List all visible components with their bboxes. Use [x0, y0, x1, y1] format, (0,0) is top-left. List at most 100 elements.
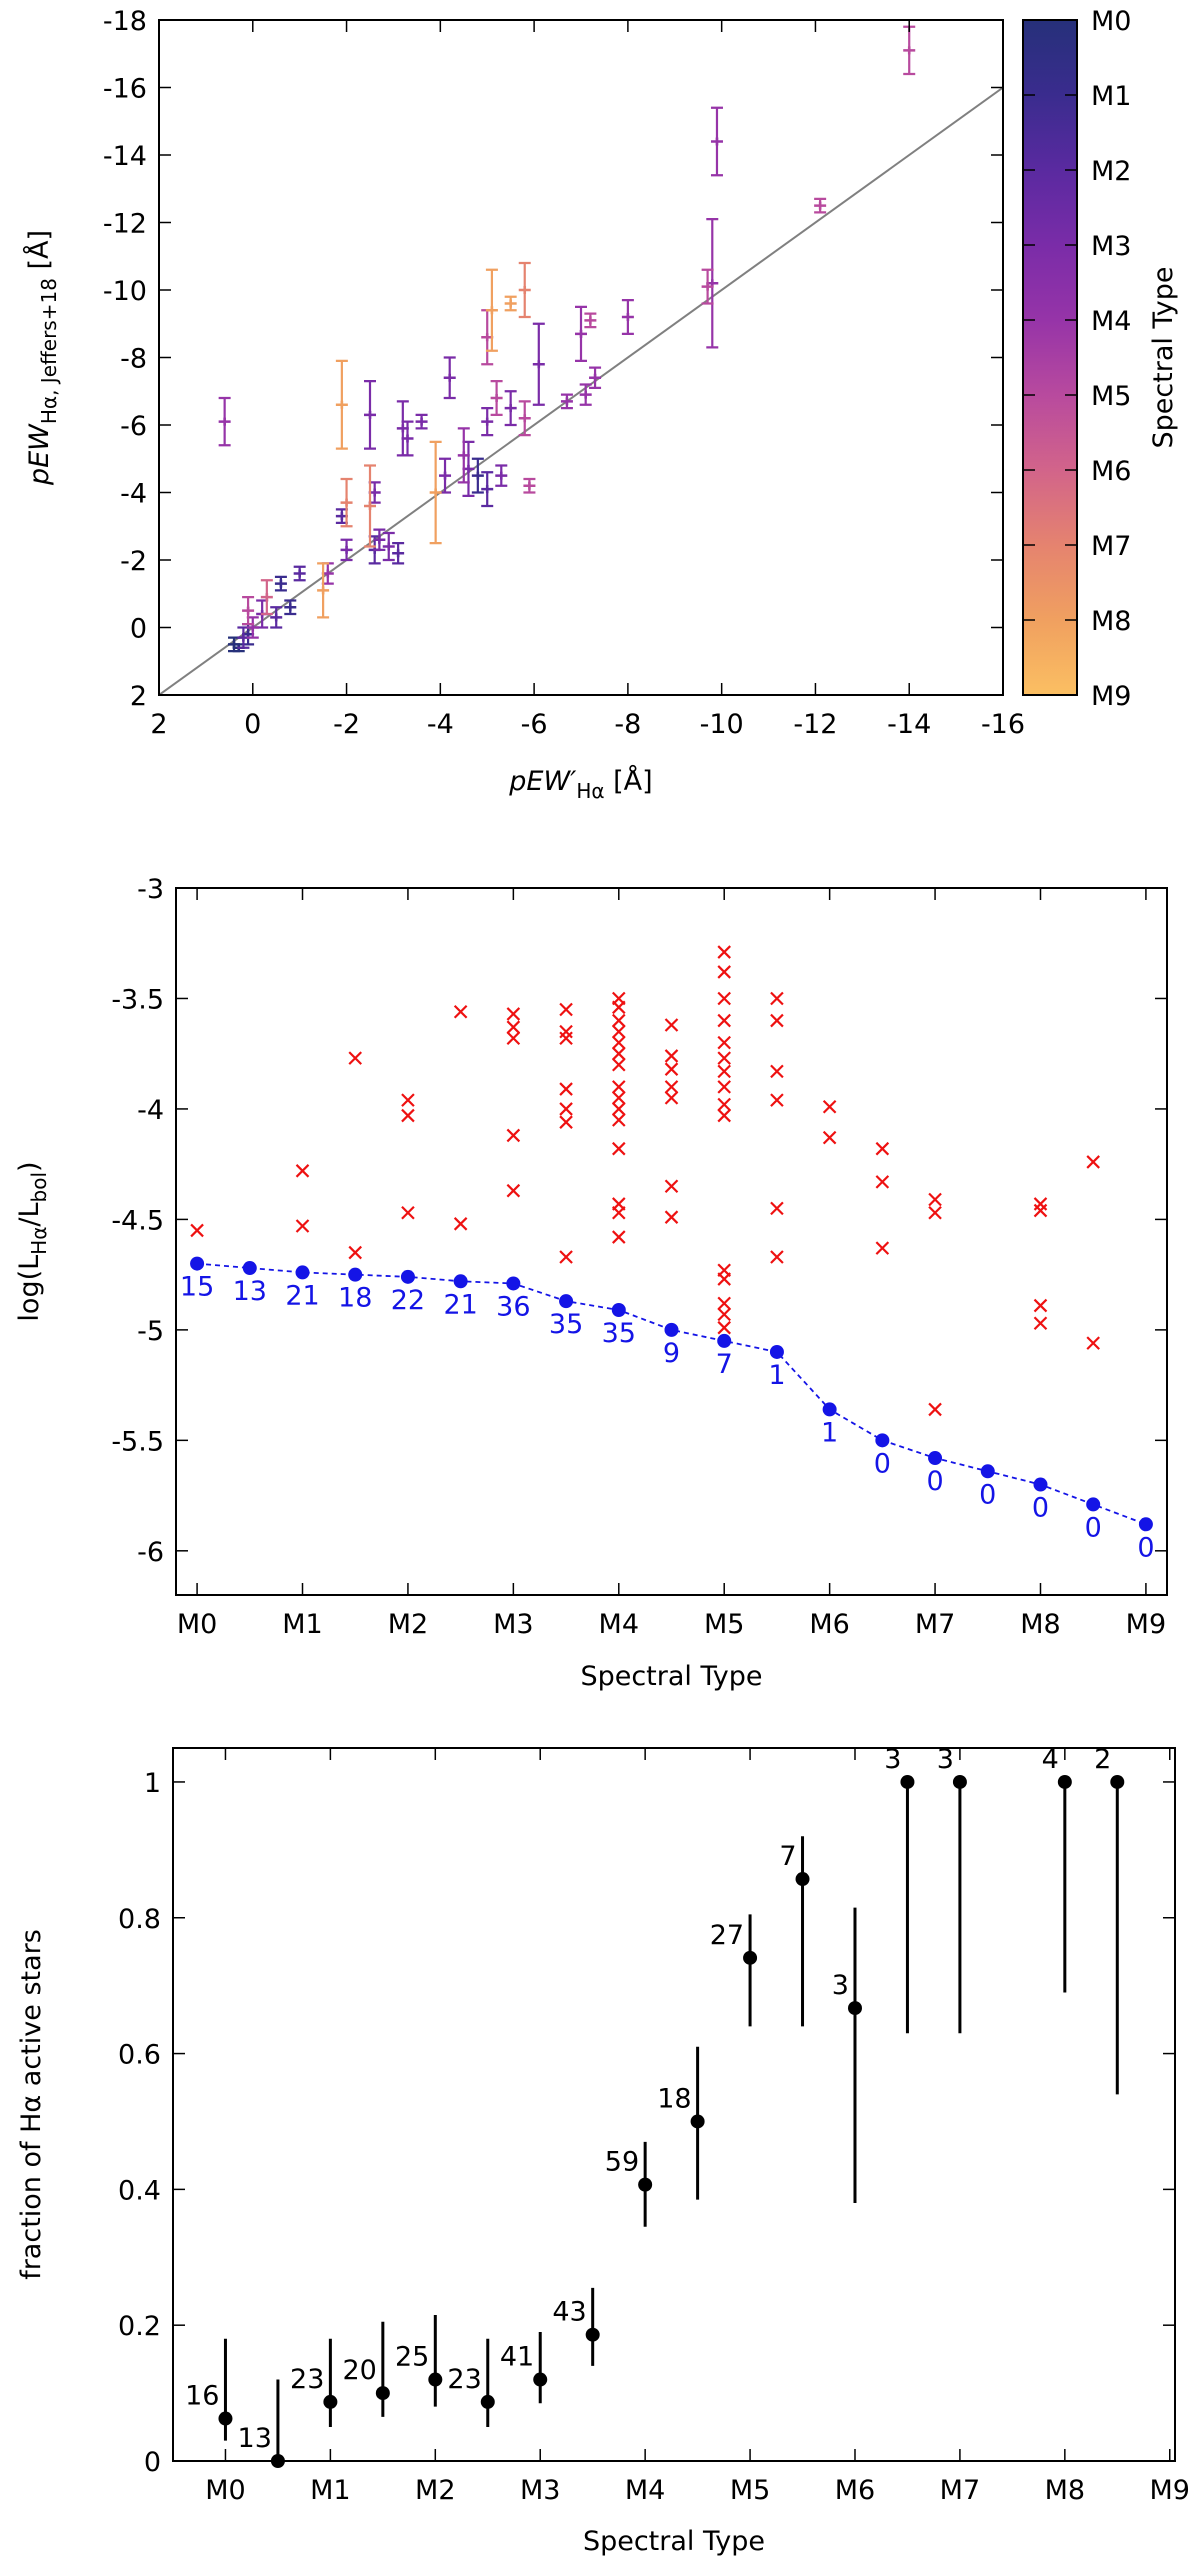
x-tick-label: M2 — [415, 2475, 455, 2506]
point — [506, 1276, 521, 1291]
point — [1033, 1197, 1048, 1211]
label-part: [Å] — [23, 230, 55, 278]
point — [717, 1013, 731, 1028]
y-tick-label: -2 — [120, 546, 147, 577]
point — [612, 1102, 626, 1116]
point — [293, 569, 306, 578]
point — [743, 1950, 758, 1965]
colorbar — [1022, 19, 1078, 696]
point — [559, 1115, 573, 1129]
point — [575, 329, 587, 338]
point — [875, 1141, 890, 1156]
point — [875, 1433, 890, 1448]
point — [717, 1296, 731, 1311]
x-tick-label: M2 — [388, 1609, 428, 1640]
colorbar-tick-label: M2 — [1091, 156, 1131, 187]
point — [589, 373, 602, 382]
point — [612, 1013, 626, 1028]
point — [506, 1020, 521, 1034]
point — [638, 2177, 653, 2192]
point — [928, 1402, 942, 1417]
point — [218, 417, 231, 426]
point — [284, 603, 297, 612]
colorbar-tick-label: M7 — [1091, 531, 1131, 562]
x-tick-label: M5 — [730, 2475, 770, 2506]
x-tick-label: -6 — [521, 709, 548, 740]
y-tick-label: -12 — [103, 209, 147, 240]
y-tick-label: 0.8 — [118, 1904, 161, 1935]
point-label: 7 — [779, 1841, 796, 1872]
point — [453, 1274, 468, 1289]
point — [1086, 1155, 1100, 1169]
point — [523, 481, 536, 490]
point-label: 20 — [342, 2355, 376, 2386]
colorbar-tick-label: M6 — [1091, 456, 1131, 487]
point — [415, 417, 428, 426]
colorbar-tick-label: M1 — [1091, 81, 1131, 112]
point — [295, 1219, 310, 1233]
point — [717, 1272, 731, 1286]
colorbar-tick-label: M4 — [1091, 306, 1131, 337]
colorbar-label: Spectral Type — [1148, 266, 1179, 448]
plot-frame — [172, 1747, 1176, 2462]
point — [480, 2394, 495, 2409]
point — [559, 1294, 574, 1309]
y-tick-label: 0 — [130, 614, 147, 645]
point — [875, 1241, 890, 1255]
point — [348, 1051, 363, 1065]
point — [481, 485, 494, 494]
point — [612, 1230, 626, 1244]
point — [401, 1093, 415, 1107]
x-tick-label: M6 — [835, 2475, 875, 2506]
y-tick-label: -10 — [103, 276, 147, 307]
point — [443, 373, 456, 382]
x-tick-label: M9 — [1150, 2475, 1190, 2506]
point-label: 0 — [926, 1466, 943, 1497]
point — [190, 1223, 204, 1238]
point — [664, 1080, 679, 1094]
x-tick-label: M1 — [310, 2475, 350, 2506]
point-label: 4 — [1042, 1744, 1059, 1775]
plot-area — [190, 945, 1147, 1526]
x-tick-label: M8 — [1045, 2475, 1085, 2506]
point — [717, 1097, 731, 1112]
point — [611, 1302, 626, 1317]
point-label: 13 — [233, 1276, 267, 1307]
x-tick-label: M7 — [940, 2475, 980, 2506]
point — [560, 397, 573, 406]
point-label: 0 — [1137, 1532, 1154, 1563]
point — [664, 1210, 679, 1224]
point — [664, 1062, 679, 1076]
point — [1033, 1298, 1048, 1313]
point — [270, 613, 283, 622]
point — [471, 471, 484, 480]
point — [612, 1080, 626, 1094]
point — [664, 1049, 679, 1063]
label-part: ) — [14, 1161, 45, 1172]
point — [1086, 1497, 1101, 1512]
point — [401, 434, 414, 443]
axis-label: Spectral Type — [580, 1661, 762, 1692]
point-label: 1 — [821, 1417, 838, 1448]
x-tick-label: -16 — [981, 709, 1025, 740]
point — [401, 1108, 415, 1123]
point-label: 0 — [1032, 1493, 1049, 1524]
point — [612, 1113, 626, 1127]
point — [612, 1057, 626, 1072]
point — [364, 410, 376, 419]
point — [847, 2001, 862, 2016]
point — [559, 1250, 573, 1264]
point-label: 43 — [552, 2297, 586, 2328]
point — [928, 1451, 943, 1466]
x-tick-label: M0 — [205, 2475, 245, 2506]
point — [717, 1333, 732, 1348]
point-label: 22 — [391, 1285, 425, 1316]
y-tick-label: 1 — [144, 1768, 161, 1799]
point — [612, 1206, 626, 1220]
label-part: pEW′ — [508, 766, 576, 797]
x-tick-label: -2 — [333, 709, 360, 740]
point-label: 18 — [338, 1283, 372, 1314]
point-label: 35 — [549, 1309, 583, 1340]
point-label: 35 — [602, 1318, 636, 1349]
